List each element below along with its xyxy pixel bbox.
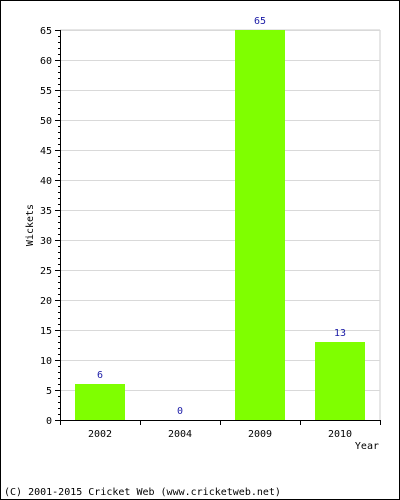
y-tick-label: 30 [40,236,52,247]
y-tick-label: 60 [40,56,52,67]
y-tick-label: 15 [40,326,52,337]
y-tick-label: 50 [40,116,52,127]
y-ticks: 0 5 10 15 20 25 30 35 40 45 50 55 60 65 [40,26,60,427]
data-label: 65 [254,16,266,27]
y-tick-label: 35 [40,206,52,217]
y-tick-label: 65 [40,26,52,37]
y-tick-label: 25 [40,266,52,277]
x-tick-label: 2010 [328,429,352,440]
x-axis-label: Year [355,441,379,452]
y-tick-label: 45 [40,146,52,157]
x-tick-label: 2009 [248,429,272,440]
y-tick-label: 10 [40,356,52,367]
y-axis-label: Wickets [25,204,36,246]
data-label: 0 [177,406,183,417]
bar [75,384,125,420]
bar [235,30,285,420]
bar [315,342,365,420]
y-tick-label: 5 [46,386,52,397]
y-tick-label: 20 [40,296,52,307]
x-tick-label: 2002 [88,429,112,440]
copyright-text: (C) 2001-2015 Cricket Web (www.cricketwe… [4,487,281,498]
x-ticks: 2002 2004 2009 2010 [60,420,381,440]
grid-lines [60,29,381,420]
data-label: 13 [334,328,346,339]
y-tick-label: 55 [40,86,52,97]
y-tick-label: 0 [46,416,52,427]
data-labels: 6 0 65 13 [97,16,346,417]
y-tick-label: 40 [40,176,52,187]
bars [75,30,365,420]
data-label: 6 [97,370,103,381]
x-tick-label: 2004 [168,429,192,440]
